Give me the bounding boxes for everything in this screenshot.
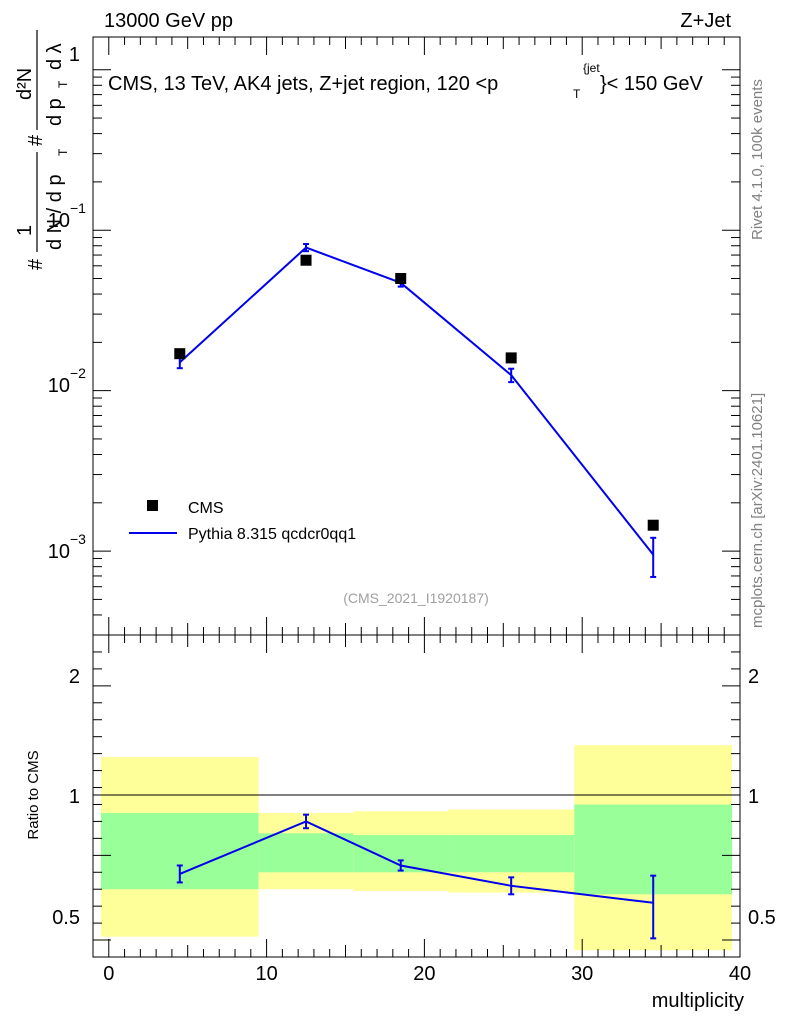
ratio-band-inner [448,834,575,873]
ratio-ytick-2: 2 [69,666,80,688]
legend-mc-label: Pythia 8.315 qcdcr0qq1 [188,526,356,543]
ratio-x-tick-labels: 0 10 20 30 40 [103,963,751,985]
ratio-frame [92,634,741,958]
data-point [505,352,517,364]
ratio-marks [176,813,657,940]
svg-text:d λ: d λ [44,43,66,70]
x-tick-label: 30 [571,963,593,985]
ratio-ytick-2-right: 2 [748,666,759,688]
mcplots-label: mcplots.cern.ch [arXiv:2401.10621] [749,393,766,628]
x-tick-label: 0 [103,963,114,985]
title-subscript: T [573,87,581,101]
svg-text:d p: d p [44,98,66,126]
ytick-label-1e-1: 10 [48,210,70,232]
svg-text:d²N: d²N [14,68,36,100]
header-left: 13000 GeV pp [104,10,233,32]
main-marks [174,243,659,578]
x-tick-label: 10 [255,963,277,985]
ratio-ytick-0.5: 0.5 [52,907,80,929]
title-tail: }< 150 GeV [600,73,704,95]
main-panel: 1 10 −1 10 −2 10 −3 CMS, 13 TeV, AK4 jet… [14,30,741,636]
main-frame [92,36,741,636]
ytick-label-1e-3: 10 [48,541,70,563]
svg-text:T: T [56,148,70,156]
title-superscript: {jet [583,61,600,75]
x-tick-label: 40 [729,963,751,985]
data-point [300,254,312,266]
x-tick-label: 20 [413,963,435,985]
main-y-ticks [93,69,740,636]
svg-text:#: # [25,134,47,146]
ratio-ticks [92,634,741,958]
data-point [647,519,659,531]
x-axis-label: multiplicity [652,990,744,1012]
header-right: Z+Jet [680,10,731,32]
svg-text:#: # [25,258,47,270]
ratio-ytick-1: 1 [69,786,80,808]
ratio-band-inner [258,833,354,873]
ratio-ytick-1-right: 1 [748,786,759,808]
ytick-exp-1e-1: −1 [70,200,86,216]
data-point [174,348,186,360]
ytick-exp-1e-2: −2 [70,365,86,381]
ytick-label-1: 1 [69,44,80,66]
ylabel-numerator-one: 1 [14,225,36,236]
ytick-exp-1e-3: −3 [70,531,86,547]
main-ylabel: # 1 d N / d p T # d²N d p T d λ [14,30,70,270]
ratio-ytick-0.5-right: 0.5 [748,907,776,929]
data-point [395,273,407,285]
svg-text:d N / d p: d N / d p [44,174,66,250]
ytick-label-1e-2: 10 [48,375,70,397]
ratio-bands [100,745,733,951]
legend-data-label: CMS [188,500,224,517]
main-x-ticks [92,37,741,635]
rivet-label: Rivet 4.1.0, 100k events [749,79,766,240]
chart-title: CMS, 13 TeV, AK4 jets, Z+jet region, 120… [108,73,498,95]
legend-data-marker [147,500,158,511]
svg-text:T: T [56,80,70,88]
ratio-panel: 2 1 0.5 2 1 0.5 Ratio to CMS 0 10 20 30 40 m… [25,634,776,1012]
analysis-watermark: (CMS_2021_I1920187) [343,590,489,606]
ratio-ylabel: Ratio to CMS [25,750,42,839]
legend: CMS Pythia 8.315 qcdcr0qq1 [129,500,356,543]
mc-line [179,246,654,556]
